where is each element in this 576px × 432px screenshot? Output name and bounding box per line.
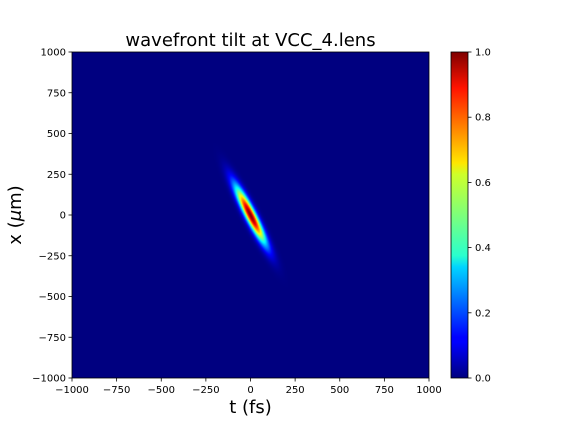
x-tick-label: 250 bbox=[286, 385, 305, 396]
x-tick-label: −1000 bbox=[55, 385, 89, 396]
colorbar-tick-label: 0.2 bbox=[475, 308, 491, 319]
y-tick-label: 0 bbox=[60, 211, 66, 222]
x-tick-label: 0 bbox=[247, 385, 253, 396]
y-tick-label: −1000 bbox=[32, 374, 66, 385]
y-tick-label: −500 bbox=[39, 292, 66, 303]
chart-title: wavefront tilt at VCC_4.lens bbox=[125, 30, 375, 51]
y-axis: −1000 −750 −500 −250 0 250 500 750 1000 bbox=[32, 48, 72, 385]
colorbar-gradient bbox=[451, 52, 468, 378]
y-tick-label: 500 bbox=[47, 129, 66, 140]
x-tick-label: 1000 bbox=[416, 385, 441, 396]
y-axis-label-mu: μ bbox=[5, 210, 26, 222]
y-axis-label-suffix: m) bbox=[5, 185, 26, 210]
colorbar-tick-label: 0.4 bbox=[475, 243, 491, 254]
colorbar: 0.0 0.2 0.4 0.6 0.8 1.0 bbox=[450, 48, 491, 385]
colorbar-ticks: 0.0 0.2 0.4 0.6 0.8 1.0 bbox=[468, 48, 491, 385]
y-tick-label: 250 bbox=[47, 170, 66, 181]
y-axis-label: x (μm) bbox=[5, 185, 26, 244]
y-tick-label: 750 bbox=[47, 88, 66, 99]
colorbar-tick-label: 0.6 bbox=[475, 178, 491, 189]
y-tick-label: −750 bbox=[39, 333, 66, 344]
y-axis-label-prefix: x ( bbox=[5, 221, 26, 244]
heatmap-image bbox=[72, 52, 429, 378]
x-tick-label: 750 bbox=[375, 385, 394, 396]
x-tick-label: 500 bbox=[330, 385, 349, 396]
colorbar-frame bbox=[450, 51, 469, 379]
x-tick-label: −500 bbox=[148, 385, 175, 396]
x-tick-label: −750 bbox=[103, 385, 130, 396]
y-tick-label: −250 bbox=[39, 251, 66, 262]
x-axis-label: t (fs) bbox=[229, 397, 272, 418]
colorbar-tick-label: 1.0 bbox=[475, 48, 491, 59]
plot-area bbox=[71, 51, 430, 379]
colorbar-tick-label: 0.0 bbox=[475, 374, 491, 385]
x-tick-label: −250 bbox=[192, 385, 219, 396]
x-axis: −1000 −750 −500 −250 0 250 500 750 1000 bbox=[55, 378, 442, 396]
colorbar-tick-label: 0.8 bbox=[475, 113, 491, 124]
y-tick-label: 1000 bbox=[41, 48, 66, 59]
